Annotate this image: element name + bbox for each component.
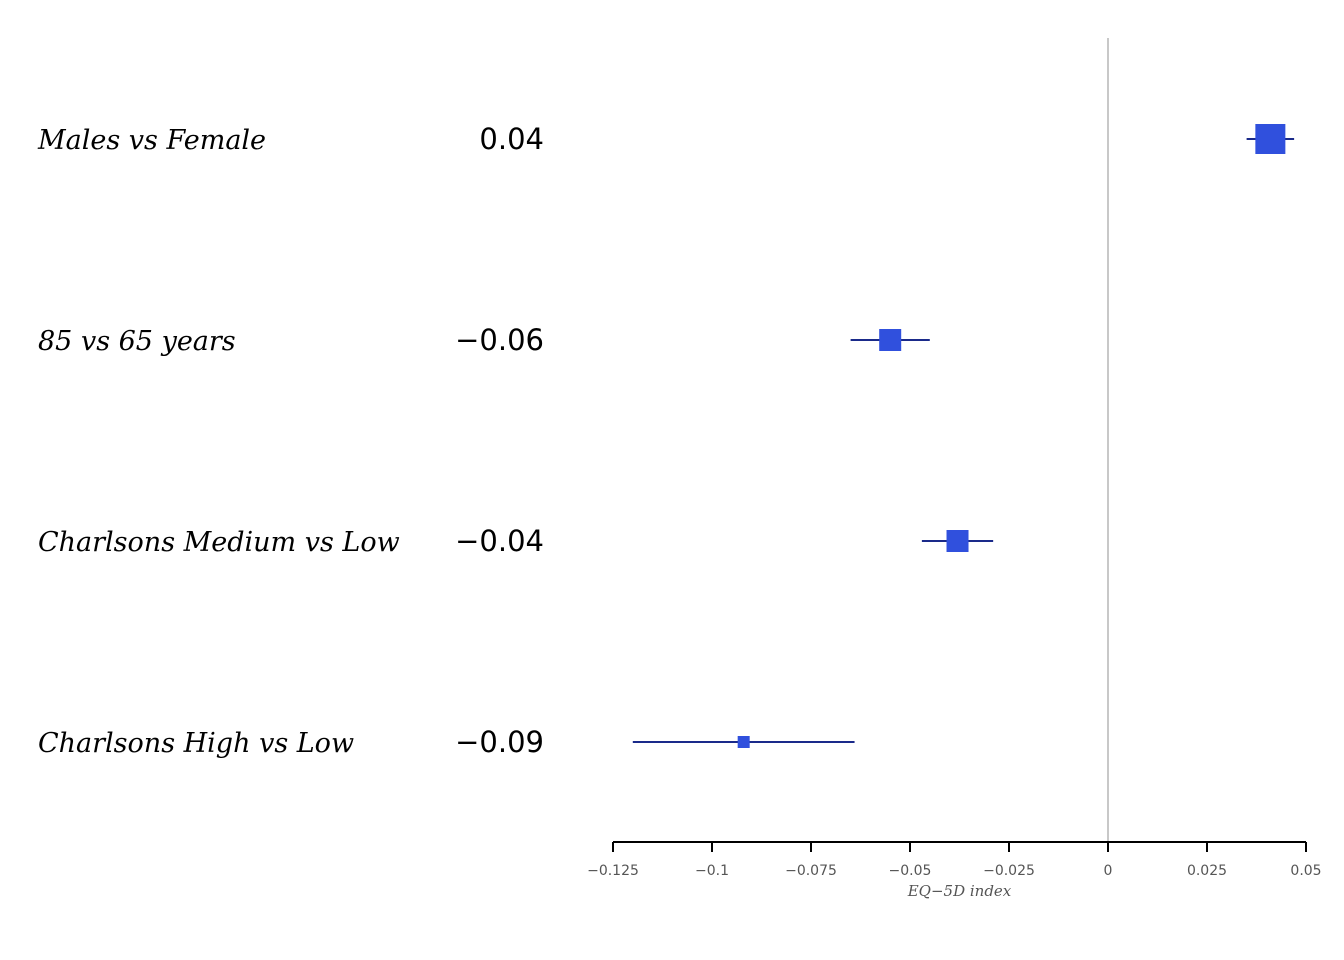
- row-value: −0.09: [455, 725, 544, 759]
- row-label: Charlsons Medium vs Low: [38, 527, 400, 558]
- forest-row: Males vs Female 0.04: [37, 122, 1295, 156]
- x-tick-label: 0: [1104, 863, 1113, 879]
- x-tick-label: −0.05: [889, 863, 932, 879]
- row-label: 85 vs 65 years: [38, 326, 236, 357]
- point-estimate-marker: [946, 530, 969, 552]
- x-tick-label: 0.025: [1187, 863, 1227, 879]
- forest-row: Charlsons Medium vs Low −0.04: [38, 524, 994, 558]
- x-tick-label: −0.1: [695, 863, 729, 879]
- forest-row: 85 vs 65 years −0.06: [38, 323, 930, 357]
- x-tick-label: −0.075: [785, 863, 837, 879]
- x-tick-label: −0.125: [587, 863, 639, 879]
- point-estimate-marker: [737, 736, 750, 748]
- forest-rows: Males vs Female 0.04 85 vs 65 years −0.06 Ch…: [37, 122, 1295, 759]
- row-label: Males vs Female: [37, 125, 266, 156]
- row-label: Charlsons High vs Low: [38, 728, 354, 759]
- x-axis: −0.125 −0.1 −0.075 −0.05 −0.025 0 0.025 0.05: [587, 841, 1322, 879]
- x-tick-label: 0.05: [1290, 863, 1321, 879]
- point-estimate-marker: [1255, 124, 1286, 154]
- x-tick-label: −0.025: [983, 863, 1035, 879]
- row-value: −0.04: [455, 524, 544, 558]
- row-value: −0.06: [455, 323, 544, 357]
- point-estimate-marker: [879, 329, 902, 351]
- x-axis-title: EQ−5D index: [907, 882, 1012, 900]
- forest-row: Charlsons High vs Low −0.09: [38, 725, 855, 759]
- row-value: 0.04: [479, 122, 544, 156]
